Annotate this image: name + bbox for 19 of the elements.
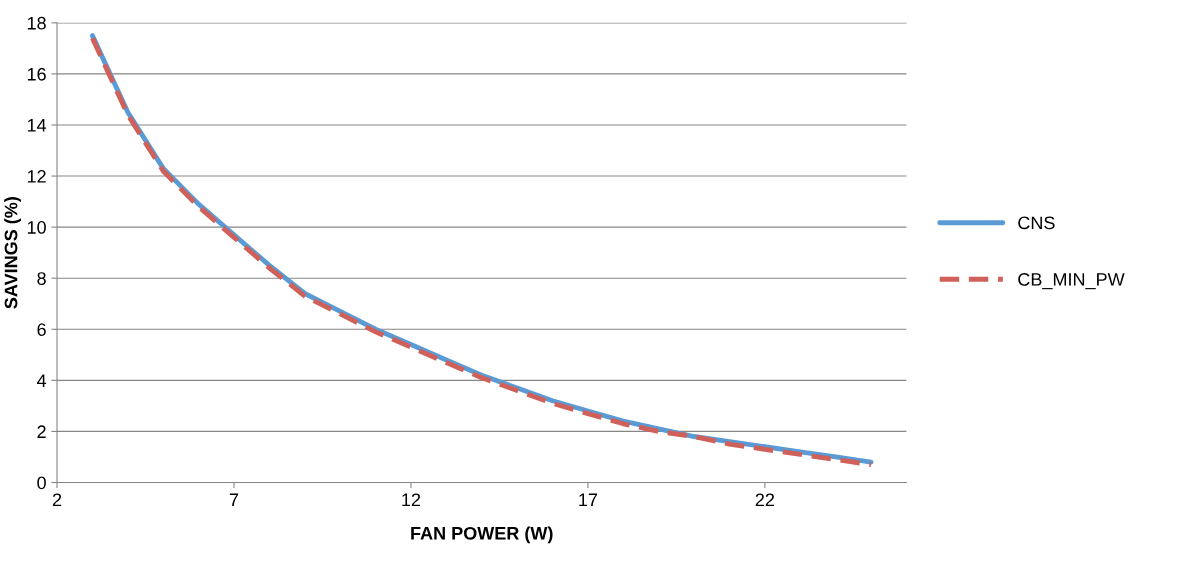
x-tick-label: 12 bbox=[402, 493, 421, 506]
y-tick-label: 12 bbox=[27, 169, 46, 183]
legend-label: CNS bbox=[1018, 216, 1055, 230]
y-tick-label: 14 bbox=[27, 119, 47, 132]
y-tick-label: 6 bbox=[37, 323, 46, 336]
y-tick-label: 0 bbox=[37, 476, 46, 490]
x-axis-title: FAN POWER (W) bbox=[411, 526, 553, 544]
x-tick-label: 17 bbox=[579, 493, 598, 506]
y-tick-label: 16 bbox=[27, 67, 46, 81]
y-tick-label: 8 bbox=[37, 272, 46, 285]
x-tick-label: 7 bbox=[229, 493, 239, 506]
y-tick-label: 4 bbox=[36, 374, 47, 387]
y-tick-label: 18 bbox=[27, 16, 46, 30]
y-tick-label: 2 bbox=[37, 425, 46, 438]
x-tick-label: 2 bbox=[52, 493, 62, 506]
y-axis-title: SAVINGS (%) bbox=[4, 197, 21, 309]
y-tick-label: 10 bbox=[27, 221, 46, 234]
legend-label: CB_MIN_PW bbox=[1018, 273, 1125, 290]
x-tick-label: 22 bbox=[755, 493, 775, 506]
